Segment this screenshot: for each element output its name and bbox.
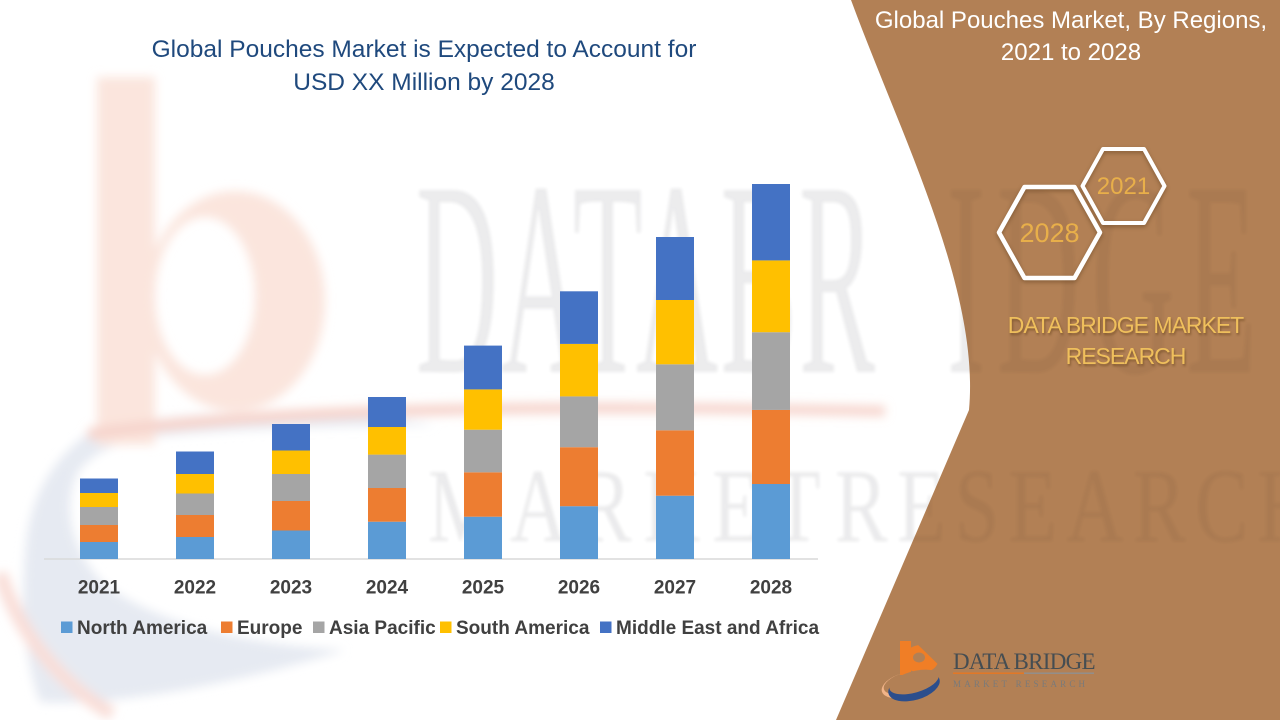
svg-text:2023: 2023 [270, 578, 312, 599]
svg-text:2028: 2028 [1019, 218, 1079, 248]
svg-text:Middle East and Africa: Middle East and Africa [616, 618, 819, 639]
svg-text:IDGE: IDGE [947, 125, 1268, 432]
svg-text:2028: 2028 [750, 578, 792, 599]
svg-text:2026: 2026 [558, 578, 600, 599]
svg-text:2027: 2027 [654, 578, 696, 599]
svg-text:South America: South America [456, 618, 590, 639]
svg-text:2021: 2021 [1097, 173, 1150, 200]
svg-text:DATA BRIDGE: DATA BRIDGE [953, 649, 1095, 674]
svg-text:2021: 2021 [78, 578, 121, 599]
svg-text:2024: 2024 [366, 578, 409, 599]
svg-text:North America: North America [77, 618, 208, 639]
svg-text:Asia Pacific: Asia Pacific [329, 618, 436, 639]
svg-text:Europe: Europe [237, 618, 302, 639]
svg-text:MARKET RESEARCH: MARKET RESEARCH [953, 679, 1088, 689]
svg-text:2025: 2025 [462, 578, 505, 599]
svg-text:2022: 2022 [174, 578, 216, 599]
